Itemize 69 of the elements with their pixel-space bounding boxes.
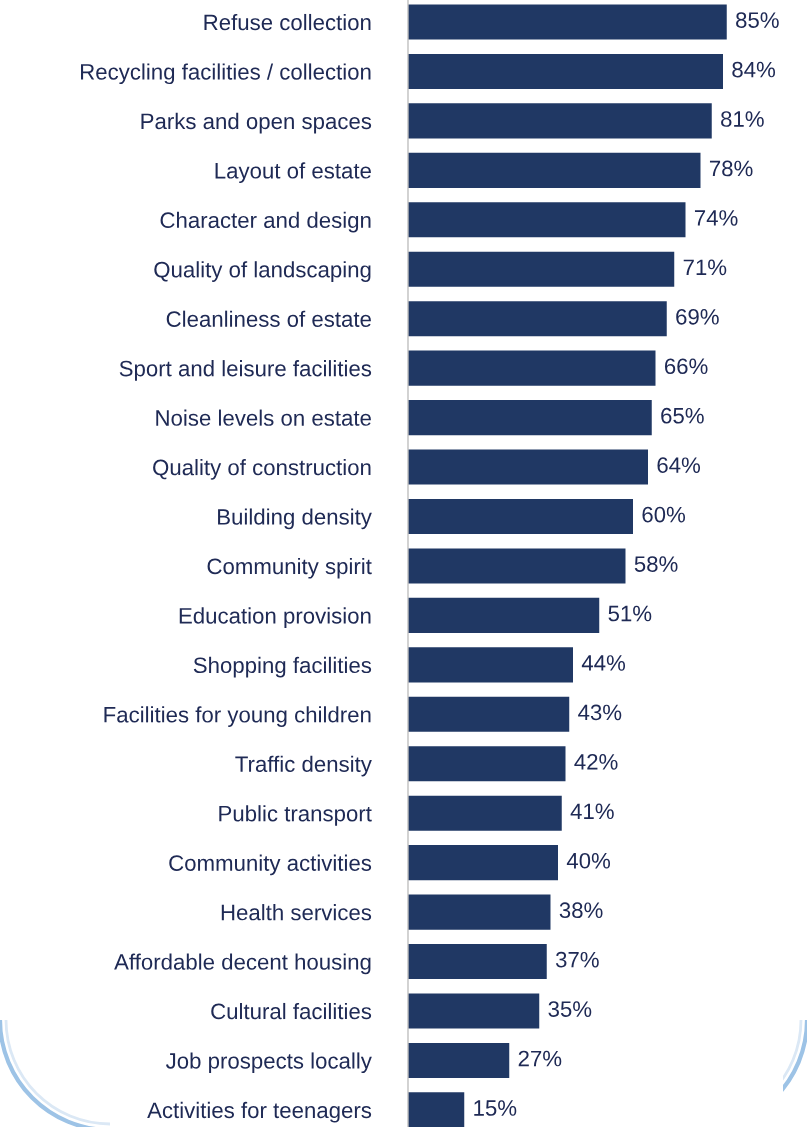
- bar: [408, 647, 573, 683]
- data-label: 43%: [578, 704, 622, 721]
- data-label: 64%: [657, 457, 701, 474]
- bar: [408, 845, 558, 881]
- y-tick-label: Quality of landscaping: [154, 261, 371, 282]
- data-label: 27%: [518, 1050, 562, 1067]
- data-label: 38%: [559, 902, 603, 919]
- bar: [408, 944, 547, 980]
- bar: [408, 251, 675, 287]
- bar: [408, 597, 600, 633]
- data-label: 65%: [661, 407, 704, 424]
- data-label: 15%: [474, 1100, 517, 1116]
- y-tick-label: Traffic density: [235, 755, 372, 777]
- data-label: 84%: [732, 61, 776, 78]
- data-label: 66%: [664, 358, 708, 375]
- bar: [408, 4, 727, 40]
- data-label: 81%: [721, 111, 764, 127]
- bar: [408, 1092, 465, 1127]
- bar: [408, 795, 562, 831]
- data-label: 71%: [683, 259, 727, 276]
- y-tick-label: Character and design: [160, 211, 371, 233]
- data-label: 37%: [555, 951, 599, 968]
- bar: [408, 400, 652, 436]
- y-tick-label: Affordable decent housing: [114, 953, 371, 975]
- bar: [408, 746, 566, 782]
- y-tick-label: Refuse collection: [204, 13, 371, 31]
- data-label: 40%: [566, 852, 611, 869]
- bar: [408, 498, 633, 535]
- bar: [408, 993, 540, 1029]
- data-label: 42%: [574, 753, 618, 770]
- bar: [408, 894, 551, 930]
- bar: [408, 449, 648, 485]
- data-label: 60%: [642, 506, 686, 523]
- data-label: 58%: [634, 556, 678, 572]
- data-label: 44%: [581, 655, 626, 671]
- y-tick-label: Cultural facilities: [211, 1002, 372, 1020]
- y-tick-label: Job prospects locally: [165, 1052, 372, 1074]
- bar: [408, 152, 701, 188]
- bar: [408, 1042, 510, 1078]
- y-tick-label: Health services: [221, 904, 372, 921]
- data-label: 51%: [608, 605, 652, 622]
- y-tick-label: Cleanliness of estate: [166, 310, 371, 327]
- y-tick-label: Parks and open spaces: [141, 112, 372, 134]
- data-label: 85%: [736, 12, 779, 28]
- y-tick-label: Recycling facilities / collection: [81, 63, 371, 85]
- y-tick-label: Activities for teenagers: [147, 1101, 372, 1123]
- y-tick-label: Facilities for young children: [104, 706, 371, 727]
- y-tick-label: Community spirit: [207, 557, 372, 579]
- y-tick-label: Sport and leisure facilities: [119, 360, 372, 381]
- data-label: 69%: [676, 308, 719, 325]
- y-tick-label: Public transport: [219, 805, 372, 826]
- y-tick-label: Shopping facilities: [193, 656, 372, 678]
- bar: [408, 548, 626, 584]
- bar: [408, 350, 656, 386]
- y-tick-label: Education provision: [179, 607, 371, 629]
- bar: [408, 53, 723, 89]
- bar: [408, 103, 712, 139]
- data-label: 41%: [570, 803, 614, 820]
- y-tick-label: Quality of construction: [153, 459, 371, 480]
- y-tick-label: Building density: [218, 508, 372, 530]
- data-label: 78%: [709, 160, 753, 177]
- data-label: 74%: [694, 210, 738, 226]
- bar: [408, 301, 667, 337]
- y-tick-label: Noise levels on estate: [156, 409, 371, 426]
- y-tick-label: Layout of estate: [215, 162, 371, 184]
- bar: [408, 202, 686, 238]
- data-label: 35%: [548, 1001, 592, 1017]
- bar: [408, 696, 570, 732]
- y-tick-label: Community activities: [169, 854, 372, 876]
